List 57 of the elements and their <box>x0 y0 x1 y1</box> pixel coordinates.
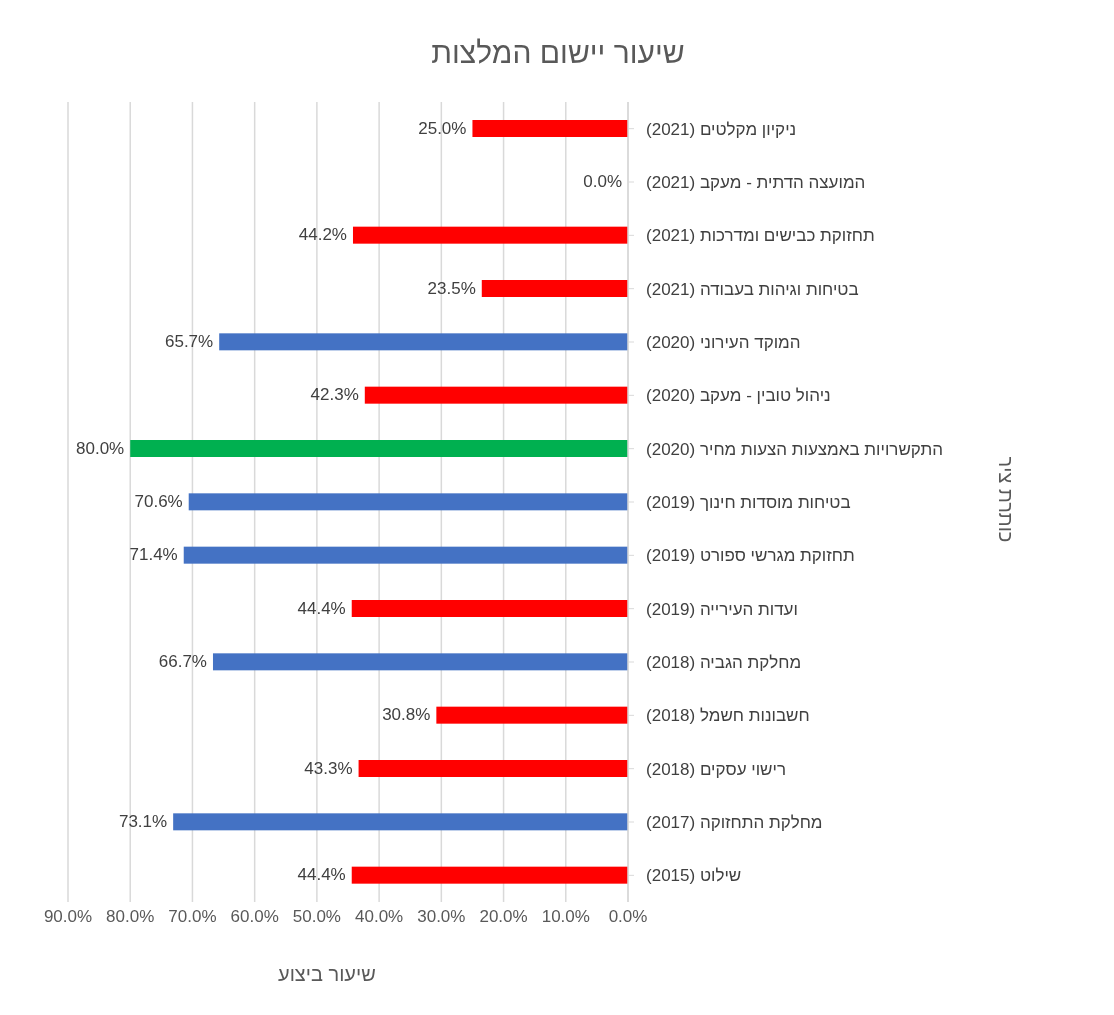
data-label: 73.1% <box>118 811 168 831</box>
y-tick-label: ניהול טובין - מעקב (2020) <box>646 386 831 406</box>
data-label: 25.0% <box>418 118 467 138</box>
bar <box>173 813 628 831</box>
x-tick-label: 90.0% <box>43 907 93 927</box>
bar <box>472 120 628 137</box>
bar <box>130 440 628 457</box>
x-tick-label: 80.0% <box>106 907 155 927</box>
y-tick-label: המוקד העירוני (2020) <box>646 333 801 352</box>
data-label: 0.0% <box>583 171 622 191</box>
data-label: 42.3% <box>310 385 359 405</box>
y-tick-label: מחלקת הגביה (2018) <box>646 653 802 672</box>
data-label: 30.8% <box>382 705 431 725</box>
bar <box>219 333 628 351</box>
y-tick-label: בטיחות מוסדות חינוך (2019) <box>646 493 851 512</box>
x-tick-label: 0.0% <box>608 907 648 927</box>
y-tick-label: תחזוקת כבישים ומדרכות (2021) <box>646 226 875 246</box>
chart-title: שיעור יישום המלצות <box>430 36 686 70</box>
y-tick-label: תחזוקת מגרשי ספורט (2019) <box>646 546 855 566</box>
bar <box>188 493 628 511</box>
y-tick-label: מחלקת התחזוקה (2017) <box>646 813 823 832</box>
bar <box>351 866 628 884</box>
x-tick-label: 60.0% <box>230 907 279 927</box>
data-label: 65.7% <box>165 331 214 351</box>
bar <box>212 653 628 671</box>
bar <box>183 546 628 564</box>
bar <box>352 226 628 244</box>
data-label: 71.4% <box>129 545 178 565</box>
x-axis-title: שיעור ביצוע <box>278 963 376 986</box>
y-axis-title: כותרת ציר <box>994 456 1018 543</box>
x-tick-label: 10.0% <box>541 907 590 927</box>
y-tick-label: ניקיון מקלטים (2021) <box>646 119 797 139</box>
x-tick-label: 20.0% <box>479 907 528 927</box>
y-tick-label: רישוי עסקים (2018) <box>646 759 787 779</box>
x-tick-label: 50.0% <box>292 907 341 927</box>
data-label: 43.3% <box>304 758 353 778</box>
data-label: 44.4% <box>297 865 346 885</box>
bar <box>481 280 628 297</box>
y-tick-label: ועדות העירייה (2019) <box>646 599 798 619</box>
bar <box>436 706 628 724</box>
data-label: 70.6% <box>134 491 183 511</box>
y-tick-label: חשבונות חשמל (2018) <box>646 706 810 726</box>
x-tick-label: 30.0% <box>417 907 466 927</box>
y-tick-label: שילוט (2015) <box>646 866 742 886</box>
y-tick-label: המועצה הדתית - מעקב (2021) <box>646 173 866 192</box>
data-label: 23.5% <box>427 278 476 298</box>
bar <box>364 386 628 404</box>
data-label: 66.7% <box>158 651 207 671</box>
x-tick-label: 40.0% <box>355 907 404 927</box>
data-label: 44.2% <box>298 225 347 245</box>
y-tick-label: בטיחות וגיהות בעבודה (2021) <box>646 279 859 299</box>
data-label: 80.0% <box>76 438 125 458</box>
bar <box>358 760 628 777</box>
bar <box>351 600 628 617</box>
x-tick-label: 70.0% <box>168 907 217 927</box>
y-tick-label: התקשרויות באמצעות הצעות מחיר (2020) <box>646 439 944 459</box>
data-label: 44.4% <box>297 598 346 618</box>
